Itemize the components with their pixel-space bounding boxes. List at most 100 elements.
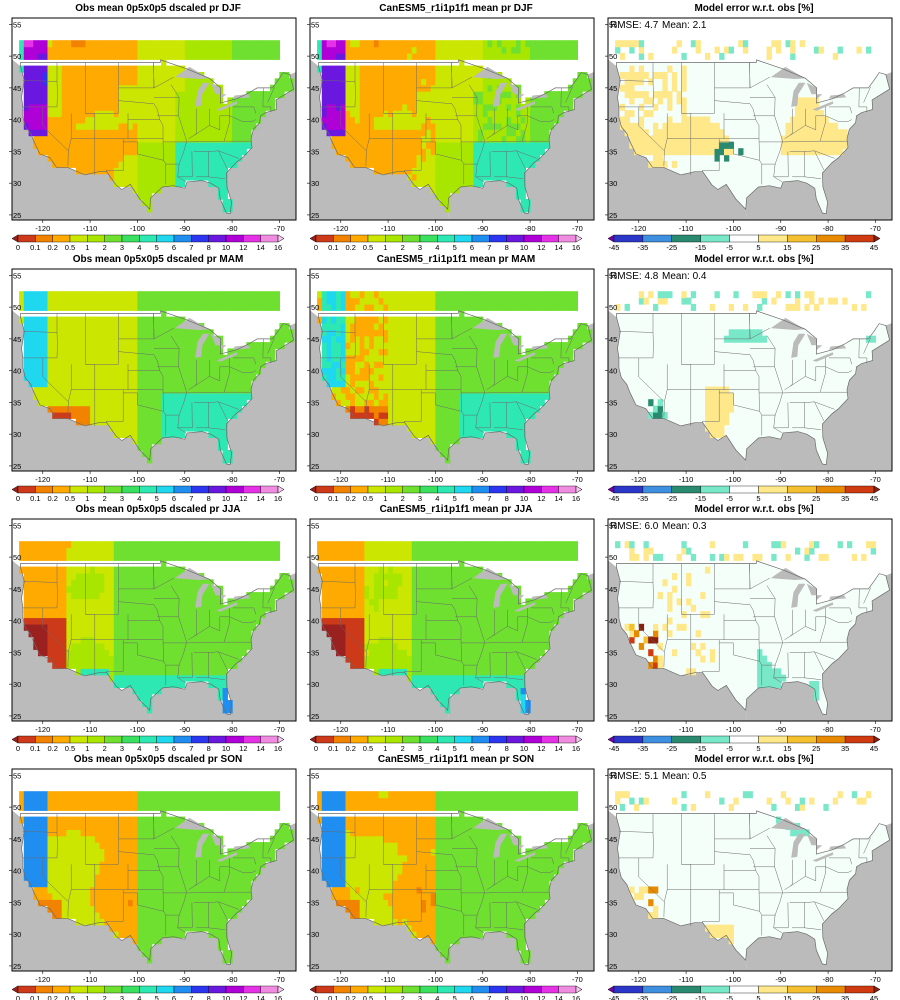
great-lake (216, 101, 238, 111)
lat-tick-label: 30 (13, 680, 21, 689)
lat-tick-label: 35 (13, 147, 21, 156)
colorbar-box (367, 735, 386, 744)
lon-tick-label: -80 (525, 725, 536, 734)
lon-tick-label: -100 (428, 975, 443, 984)
obs-panel-title: Obs mean 0p5x0p5 dscaled pr JJA (75, 504, 241, 515)
great-lake (216, 852, 238, 862)
great-lake (210, 82, 227, 100)
lat-tick-label: 50 (13, 52, 21, 61)
lon-tick-label: -90 (477, 975, 488, 984)
lon-tick-label: -80 (525, 475, 536, 484)
colorbar-box (385, 485, 403, 494)
error-map-jja: -120 -110 -100 -90 -80 -70 55 50 45 40 35 30 25 (605, 518, 893, 734)
lon-tick-label: -90 (775, 725, 786, 734)
colorbar-label: 0.1 (30, 243, 40, 252)
obs-map-son: -120 -110 -100 -90 -80 -70 55 50 45 40 35 30 25 (9, 768, 297, 984)
colorbar-label: 8 (505, 744, 509, 753)
lon-tick-label: -110 (381, 224, 395, 233)
colorbar-label: -15 (695, 494, 706, 503)
colorbar-label: 3 (120, 744, 124, 753)
colorbar-label: 8 (505, 243, 509, 252)
lon-tick-label: -100 (726, 224, 741, 233)
colorbar-box (558, 985, 577, 994)
state-boundaries (320, 313, 573, 436)
great-lake (174, 817, 211, 830)
colorbar-extend-low (607, 485, 615, 494)
colorbar-label: 6 (470, 494, 474, 503)
colorbar-box (506, 985, 525, 994)
lon-tick-label: -110 (679, 975, 693, 984)
lon-tick-label: -80 (227, 224, 238, 233)
great-lake (195, 583, 210, 608)
colorbar-extend-high (873, 735, 881, 744)
lat-tick-label: 35 (13, 898, 21, 907)
map-frame (309, 268, 595, 472)
lat-tick-label: 55 (311, 271, 319, 280)
colorbar-label: 0.2 (47, 994, 57, 1000)
atlantic-ocean (149, 323, 296, 471)
coastline (318, 810, 593, 966)
colorbar-box (35, 485, 53, 494)
colorbar-box (260, 985, 279, 994)
error-colorbar: -45 -35 -25 -15 -5 5 15 25 35 45 (607, 234, 881, 252)
colorbar-label: 15 (783, 494, 791, 503)
lat-tick-label: 35 (311, 898, 319, 907)
colorbar-extend-low (309, 234, 317, 243)
colorbar-box (315, 735, 334, 744)
colorbar-label: 4 (435, 744, 439, 753)
lon-tick-label: -110 (83, 224, 97, 233)
great-lake (791, 333, 806, 358)
colorbar-label: 16 (274, 494, 282, 503)
raster-cells (317, 791, 593, 964)
colorbar-label: -45 (609, 994, 620, 1000)
lon-tick-label: -120 (35, 224, 50, 233)
mexico-region (354, 418, 449, 471)
error-colorbar: -45 -35 -25 -15 -5 5 15 25 35 45 (607, 985, 881, 1000)
great-lake (195, 833, 210, 858)
lat-tick-label: 25 (311, 962, 319, 971)
state-boundaries (618, 813, 871, 936)
lon-tick-label: -120 (333, 975, 348, 984)
colorbar-label: 2 (103, 994, 107, 1000)
colorbar-label: 0 (314, 243, 318, 252)
colorbar-box (506, 485, 525, 494)
colorbar-box (260, 735, 279, 744)
lat-tick-label: 45 (311, 335, 319, 344)
state-boundaries (22, 813, 275, 936)
colorbar-extend-low (11, 485, 19, 494)
lat-tick-label: 50 (311, 52, 319, 61)
colorbar-label: 0.1 (328, 494, 338, 503)
precip-colorbar-model: 0 0.1 0.2 0.5 1 2 3 4 5 6 7 8 10 12 14 16 (309, 485, 583, 503)
colorbar-label: 16 (572, 243, 580, 252)
pacific-ocean (310, 810, 355, 971)
model-map-jja: -120 -110 -100 -90 -80 -70 55 50 45 40 35 30 25 (307, 518, 595, 734)
colorbar-box (156, 234, 175, 243)
great-lake (791, 583, 806, 608)
colorbar-box (489, 985, 507, 994)
map-frame (11, 518, 297, 722)
colorbar-box (191, 485, 209, 494)
lon-tick-label: -70 (572, 475, 583, 484)
colorbar-label: 3 (418, 994, 422, 1000)
colorbar-box (489, 485, 507, 494)
lon-tick-label: -120 (35, 475, 50, 484)
colorbar-box (333, 735, 351, 744)
lon-tick-label: -80 (227, 475, 238, 484)
lat-tick-label: 45 (311, 585, 319, 594)
colorbar-label: 1 (85, 744, 89, 753)
great-lake (472, 817, 509, 830)
lon-tick-label: -70 (274, 224, 285, 233)
lat-tick-label: 50 (609, 52, 617, 61)
lat-tick-label: 25 (13, 962, 21, 971)
mexico-region (652, 668, 747, 721)
colorbar-box (104, 735, 123, 744)
colorbar-label: 25 (812, 994, 820, 1000)
state-boundaries (320, 62, 573, 185)
colorbar-extend-low (607, 234, 615, 243)
raster-cells (615, 40, 872, 168)
colorbar-box (52, 985, 71, 994)
colorbar-label: 0.5 (65, 243, 75, 252)
great-lake (812, 101, 834, 111)
colorbar-label: 3 (120, 243, 124, 252)
colorbar-box (243, 985, 261, 994)
